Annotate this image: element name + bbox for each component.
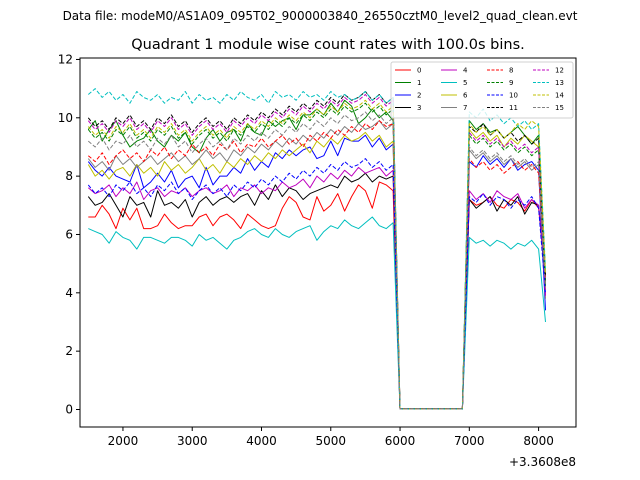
legend-label-12: 12 bbox=[555, 67, 564, 75]
y-tick-label: 0 bbox=[65, 402, 73, 416]
chart-title: Quadrant 1 module wise count rates with … bbox=[131, 37, 525, 53]
legend-label-11: 11 bbox=[509, 104, 518, 112]
x-tick-label: 2000 bbox=[108, 434, 139, 448]
legend-label-6: 6 bbox=[463, 92, 468, 100]
legend-label-3: 3 bbox=[417, 104, 421, 112]
legend-label-13: 13 bbox=[555, 79, 564, 87]
y-tick-label: 2 bbox=[65, 344, 73, 358]
y-tick-label: 10 bbox=[58, 111, 73, 125]
legend-label-15: 15 bbox=[555, 104, 564, 112]
x-tick-label: 3000 bbox=[177, 434, 208, 448]
series-layer bbox=[87, 88, 546, 410]
legend-label-9: 9 bbox=[509, 79, 513, 87]
series-line-14 bbox=[87, 99, 546, 410]
legend-label-10: 10 bbox=[509, 92, 518, 100]
plot-frame bbox=[79, 57, 577, 428]
y-tick-label: 12 bbox=[58, 52, 73, 66]
series-line-5 bbox=[88, 216, 546, 410]
legend-label-5: 5 bbox=[463, 79, 467, 87]
x-tick-label: 4000 bbox=[246, 434, 277, 448]
series-line-12 bbox=[87, 94, 546, 410]
figure-suptitle: Data file: modeM0/AS1A09_095T02_90000038… bbox=[63, 9, 578, 23]
y-tick-label: 6 bbox=[65, 227, 73, 241]
legend-label-7: 7 bbox=[463, 104, 467, 112]
legend-box bbox=[390, 61, 574, 119]
legend-label-0: 0 bbox=[417, 67, 421, 75]
legend-label-1: 1 bbox=[417, 79, 421, 87]
legend-label-14: 14 bbox=[555, 92, 564, 100]
x-tick-label: 8000 bbox=[523, 434, 554, 448]
x-offset-label: +3.3608e8 bbox=[509, 455, 576, 469]
legend-label-8: 8 bbox=[509, 67, 513, 75]
series-line-15 bbox=[87, 111, 546, 410]
x-tick-label: 7000 bbox=[454, 434, 485, 448]
series-line-4 bbox=[87, 166, 546, 410]
series-line-10 bbox=[87, 158, 546, 410]
y-tick-label: 4 bbox=[65, 286, 73, 300]
legend-label-4: 4 bbox=[463, 67, 468, 75]
x-tick-label: 5000 bbox=[315, 434, 346, 448]
legend-label-2: 2 bbox=[417, 92, 421, 100]
series-line-9 bbox=[87, 102, 546, 410]
x-tick-label: 6000 bbox=[385, 434, 416, 448]
y-tick-label: 8 bbox=[65, 169, 73, 183]
